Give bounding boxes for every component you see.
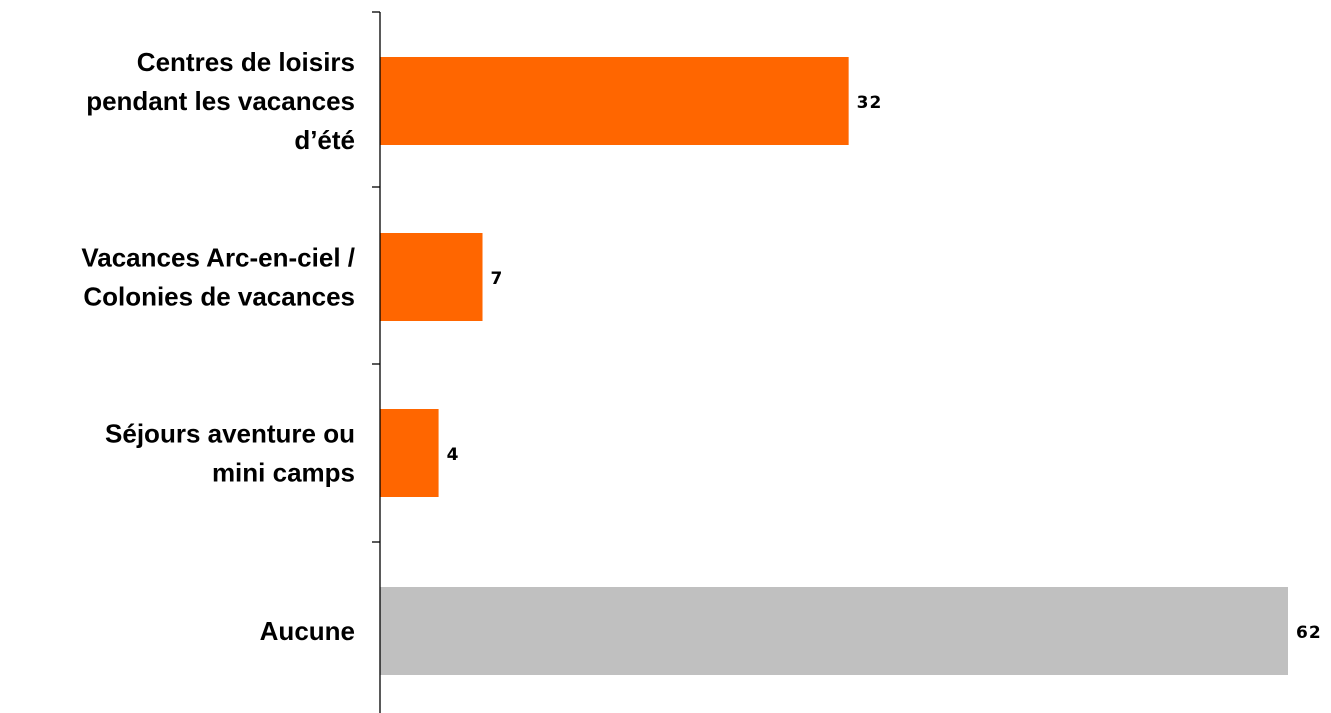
bar-0 xyxy=(380,57,849,145)
category-label-line: mini camps xyxy=(212,458,355,488)
bars-layer xyxy=(380,57,1288,675)
value-label-3: 62 xyxy=(1296,623,1322,643)
value-label-2: 4 xyxy=(447,445,460,465)
category-label-line: d’été xyxy=(294,125,355,155)
category-label-line: pendant les vacances xyxy=(86,86,355,116)
category-label-0: Centres de loisirs pendant les vacances d’… xyxy=(86,47,355,155)
value-label-0: 32 xyxy=(857,93,883,113)
category-axis xyxy=(372,12,380,713)
bar-1 xyxy=(380,233,483,321)
category-label-line: Vacances Arc-en-ciel / xyxy=(81,243,355,273)
category-label-2: Séjours aventure ou mini camps xyxy=(105,419,355,488)
category-label-line: Centres de loisirs xyxy=(137,47,355,77)
bar-3 xyxy=(380,587,1288,675)
value-label-1: 7 xyxy=(491,269,504,289)
category-label-line: Séjours aventure ou xyxy=(105,419,355,449)
bar-2 xyxy=(380,409,439,497)
category-label-3: Aucune xyxy=(260,616,355,646)
category-label-line: Colonies de vacances xyxy=(83,282,355,312)
category-label-1: Vacances Arc-en-ciel / Colonies de vacanc… xyxy=(81,243,355,312)
category-label-line: Aucune xyxy=(260,616,355,646)
